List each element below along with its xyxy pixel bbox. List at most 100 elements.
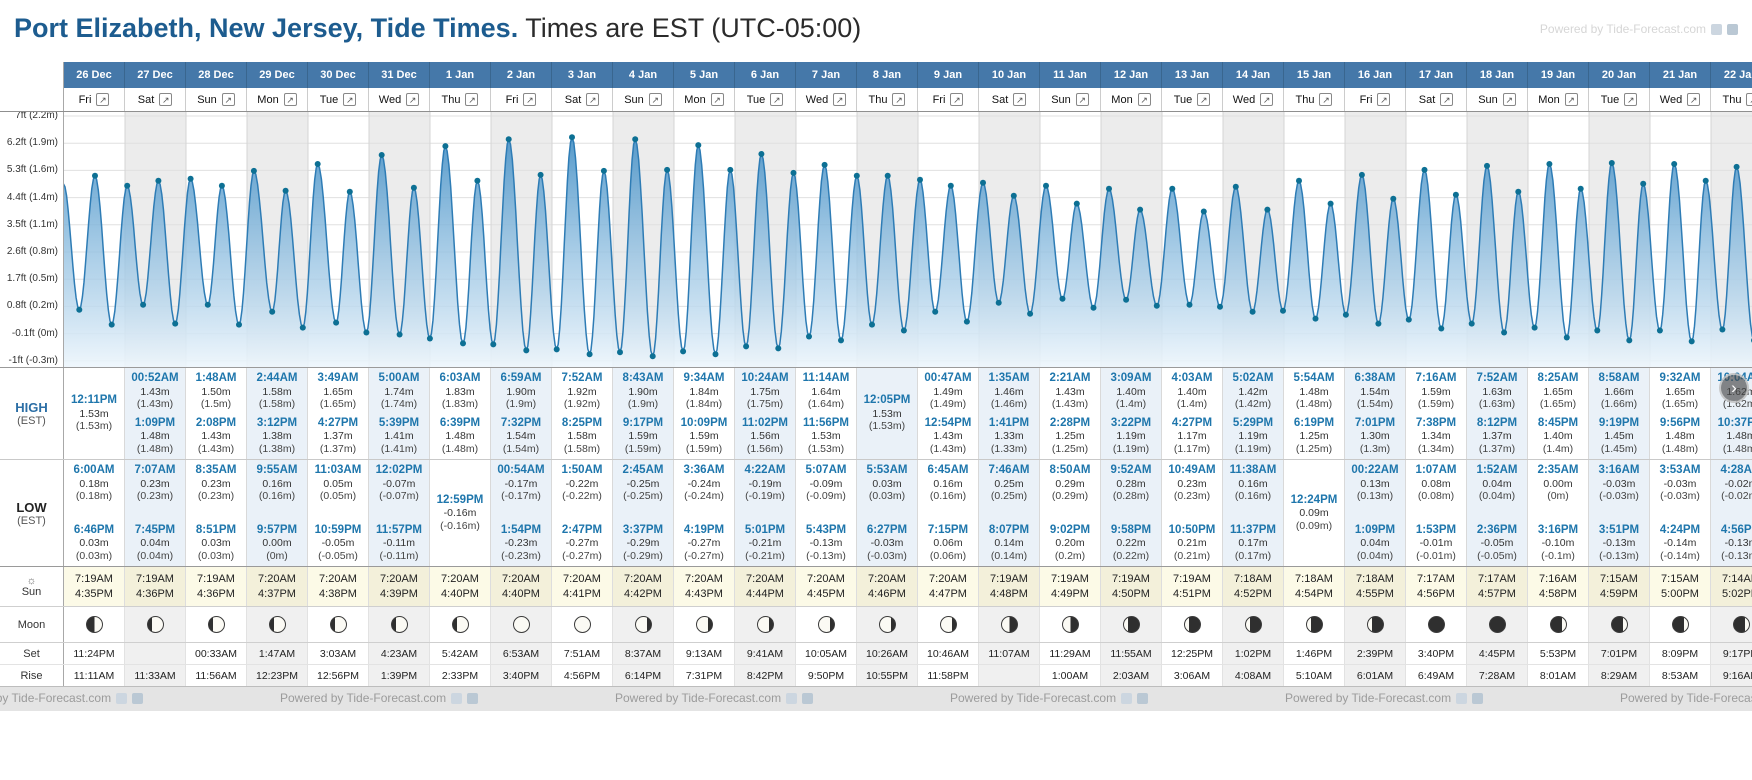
moon-phase-icon xyxy=(878,616,896,633)
tide-entry: 2:35AM 0.00m (0m) xyxy=(1528,464,1588,502)
expand-day-icon[interactable]: ↗ xyxy=(221,93,235,106)
tide-entry: 3:16AM -0.03m (-0.03m) xyxy=(1589,464,1649,502)
moon-phase-cell xyxy=(1467,607,1528,642)
moonset-cell: 8:37AM xyxy=(613,643,674,664)
date-header: 7 Jan xyxy=(796,62,857,88)
tide-height: -0.09m xyxy=(809,477,843,490)
weekday-label: Sat xyxy=(991,93,1009,106)
expand-day-icon[interactable]: ↗ xyxy=(892,93,906,106)
expand-day-icon[interactable]: ↗ xyxy=(1440,93,1454,106)
tide-height: 1.63m xyxy=(1482,385,1512,398)
tide-height: 1.37m xyxy=(1482,430,1512,443)
expand-day-icon[interactable]: ↗ xyxy=(159,93,173,106)
weekday-cell: Sat ↗ xyxy=(979,88,1040,111)
tide-height: 1.75m xyxy=(750,385,780,398)
expand-day-icon[interactable]: ↗ xyxy=(833,93,847,106)
tide-height: 1.59m xyxy=(1421,385,1451,398)
tide-entry: 4:27PM 1.17m (1.17m) xyxy=(1162,417,1222,455)
tide-entry: 10:59PM -0.05m (-0.05m) xyxy=(308,524,368,562)
sunrise-time: 7:15AM xyxy=(1600,573,1638,585)
tide-time: 5:53AM xyxy=(866,464,908,476)
tide-entry: 4:56PM-0.13m(-0.13m) xyxy=(1711,524,1752,562)
expand-day-icon[interactable]: ↗ xyxy=(1197,93,1211,106)
expand-day-icon[interactable]: ↗ xyxy=(1746,93,1752,106)
expand-day-icon[interactable]: ↗ xyxy=(406,93,420,106)
tide-height-alt: (-0.13m) xyxy=(806,549,846,562)
expand-day-icon[interactable]: ↗ xyxy=(1377,93,1391,106)
tide-height-alt: (0.04m) xyxy=(136,549,174,562)
sunrise-time: 7:19AM xyxy=(75,573,113,585)
expand-day-icon[interactable]: ↗ xyxy=(1260,93,1274,106)
moon-phase-cell xyxy=(1711,607,1752,642)
expand-day-icon[interactable]: ↗ xyxy=(1013,93,1027,106)
sunrise-time: 7:19AM xyxy=(1112,573,1150,585)
moon-phase-cell xyxy=(735,607,796,642)
tide-height-alt: (0.28m) xyxy=(1112,489,1150,502)
tide-entry: 9:52AM 0.28m (0.28m) xyxy=(1101,464,1161,502)
tide-height-alt: (1.37m) xyxy=(1478,442,1516,455)
scroll-right-button[interactable]: › xyxy=(1719,373,1749,403)
expand-day-icon[interactable]: ↗ xyxy=(1075,93,1089,106)
moon-phase-cell xyxy=(491,607,552,642)
expand-day-icon[interactable]: ↗ xyxy=(710,93,724,106)
tide-height: 0.00m xyxy=(262,537,292,550)
tide-height: -0.07m xyxy=(382,477,416,490)
tide-height: 1.40m xyxy=(1543,430,1573,443)
tide-height: 0.04m xyxy=(1360,537,1390,550)
moon-phase-icon xyxy=(146,616,164,633)
expand-day-icon[interactable]: ↗ xyxy=(950,93,964,106)
watermark: Powered by Tide-Forecast.com xyxy=(1620,691,1752,705)
high-tide-cell: 7:52AM 1.92m (1.92m) 8:25PM 1.58m (1.58m) xyxy=(552,368,613,459)
expand-day-icon[interactable]: ↗ xyxy=(586,93,600,106)
sunrise-time: 7:20AM xyxy=(502,573,540,585)
tide-entry: 6:46PM 0.03m (0.03m) xyxy=(64,524,124,562)
expand-day-icon[interactable]: ↗ xyxy=(96,93,110,106)
expand-day-icon[interactable]: ↗ xyxy=(1319,93,1333,106)
expand-day-icon[interactable]: ↗ xyxy=(770,93,784,106)
expand-day-icon[interactable]: ↗ xyxy=(1564,93,1578,106)
tide-height-alt: (1.19m) xyxy=(1112,442,1150,455)
expand-day-icon[interactable]: ↗ xyxy=(465,93,479,106)
watermark: Powered by Tide-Forecast.com xyxy=(950,691,1149,705)
expand-day-icon[interactable]: ↗ xyxy=(1502,93,1516,106)
expand-day-icon[interactable]: ↗ xyxy=(343,93,357,106)
high-tide-cell: 3:49AM 1.65m (1.65m) 4:27PM 1.37m (1.37m) xyxy=(308,368,369,459)
tide-height: 1.59m xyxy=(628,430,658,443)
tide-time: 9:57PM xyxy=(256,523,298,536)
tide-height-alt: (1.42m) xyxy=(1234,397,1272,410)
tide-height: 1.37m xyxy=(323,430,353,443)
watermark-icon-1 xyxy=(1456,692,1468,704)
sunrise-time: 7:19AM xyxy=(136,573,174,585)
tide-entry: 3:49AM 1.65m (1.65m) xyxy=(308,372,368,410)
expand-day-icon[interactable]: ↗ xyxy=(1624,93,1638,106)
moon-phase-cell xyxy=(369,607,430,642)
tide-time: 7:45PM xyxy=(134,523,176,536)
moon-phase-icon xyxy=(1610,616,1628,633)
expand-day-icon[interactable]: ↗ xyxy=(1137,93,1151,106)
sunset-time: 5:02PM xyxy=(1722,588,1752,600)
expand-day-icon[interactable]: ↗ xyxy=(1687,93,1701,106)
moon-phase-icon xyxy=(207,616,225,633)
expand-day-icon[interactable]: ↗ xyxy=(648,93,662,106)
high-tide-cell: 10:24AM 1.75m (1.75m) 11:02PM 1.56m (1.56m) xyxy=(735,368,796,459)
sunrise-time: 7:18AM xyxy=(1356,573,1394,585)
sunset-time: 4:36PM xyxy=(136,588,174,600)
expand-day-icon[interactable]: ↗ xyxy=(283,93,297,106)
tide-chart-row: 7ft (2.2m) 6.2ft (1.9m) 5.3ft (1.6m) 4.4ft … xyxy=(0,112,1752,368)
tide-time: 12:54PM xyxy=(924,416,972,429)
expand-day-icon[interactable]: ↗ xyxy=(523,93,537,106)
tide-time: 12:02PM xyxy=(375,464,423,476)
sunrise-time: 7:19AM xyxy=(1051,573,1089,585)
tide-time: 00:47AM xyxy=(924,372,972,384)
date-header: 15 Jan xyxy=(1284,62,1345,88)
tide-time: 9:19PM xyxy=(1598,416,1640,429)
tide-time: 9:32AM xyxy=(1659,372,1701,384)
sunrise-time: 7:20AM xyxy=(380,573,418,585)
low-tide-cell: 3:53AM -0.03m (-0.03m) 4:24PM -0.14m (-0.14m) xyxy=(1650,460,1711,566)
tide-height-alt: (-0.19m) xyxy=(745,489,785,502)
sunset-time: 4:48PM xyxy=(990,588,1028,600)
date-header: 19 Jan xyxy=(1528,62,1589,88)
tide-height: 1.84m xyxy=(689,385,719,398)
weekday-cell: Tue ↗ xyxy=(1162,88,1223,111)
tide-height-alt: (0.16m) xyxy=(929,489,967,502)
